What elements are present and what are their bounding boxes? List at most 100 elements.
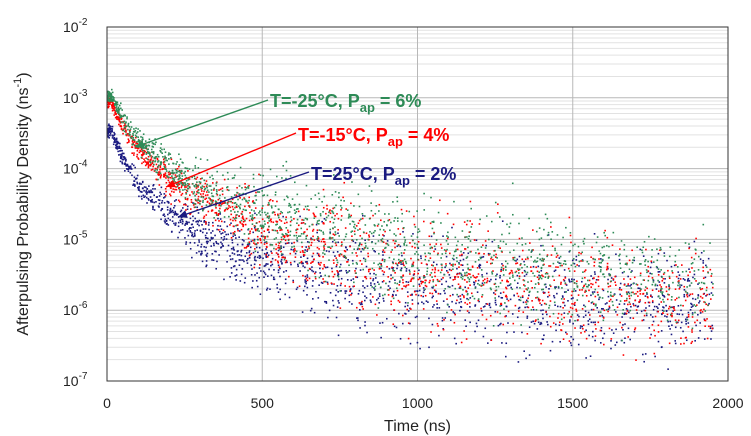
data-point bbox=[247, 242, 250, 245]
data-point bbox=[618, 303, 621, 305]
data-point bbox=[310, 307, 313, 310]
data-point bbox=[293, 234, 296, 237]
data-point bbox=[233, 265, 236, 267]
data-point bbox=[183, 184, 186, 187]
data-point bbox=[557, 266, 559, 268]
data-point bbox=[259, 237, 261, 240]
data-point bbox=[334, 255, 336, 257]
data-point bbox=[160, 151, 162, 153]
data-point bbox=[180, 186, 183, 189]
data-point bbox=[660, 330, 663, 332]
data-point bbox=[585, 290, 587, 293]
data-point bbox=[494, 256, 497, 258]
data-point bbox=[186, 205, 189, 208]
data-point bbox=[274, 191, 277, 194]
data-point bbox=[481, 282, 484, 285]
data-point bbox=[697, 255, 700, 258]
data-point bbox=[707, 304, 710, 306]
data-point bbox=[337, 228, 339, 231]
data-point bbox=[548, 288, 550, 290]
data-point bbox=[639, 290, 641, 292]
data-point bbox=[542, 309, 544, 312]
data-point bbox=[125, 131, 127, 133]
data-point bbox=[127, 122, 130, 125]
data-point bbox=[705, 303, 708, 306]
data-point bbox=[278, 242, 281, 244]
data-point bbox=[607, 285, 610, 288]
data-point bbox=[493, 239, 496, 241]
data-point bbox=[390, 251, 392, 253]
data-point bbox=[573, 278, 575, 281]
data-point bbox=[402, 263, 404, 266]
data-point bbox=[485, 303, 488, 305]
data-point bbox=[139, 140, 141, 142]
data-point bbox=[155, 178, 158, 181]
data-point bbox=[418, 276, 421, 279]
data-point bbox=[373, 224, 376, 226]
data-point bbox=[435, 284, 437, 287]
data-point bbox=[409, 307, 411, 310]
data-point bbox=[654, 283, 657, 286]
data-point bbox=[367, 238, 370, 241]
data-point bbox=[558, 257, 561, 259]
data-point bbox=[417, 294, 420, 297]
data-point bbox=[627, 291, 630, 293]
data-point bbox=[660, 320, 663, 323]
data-point bbox=[519, 299, 522, 302]
data-point bbox=[229, 255, 231, 257]
data-point bbox=[281, 253, 284, 256]
data-point bbox=[490, 256, 493, 259]
data-point bbox=[658, 303, 660, 306]
data-point bbox=[318, 248, 320, 250]
data-point bbox=[189, 229, 192, 232]
data-point bbox=[694, 298, 697, 301]
data-point bbox=[355, 267, 357, 270]
data-point bbox=[258, 254, 261, 257]
data-point bbox=[336, 213, 338, 215]
data-point bbox=[415, 293, 417, 296]
data-point bbox=[677, 319, 680, 322]
data-point bbox=[627, 336, 629, 338]
data-point bbox=[353, 205, 355, 207]
data-point bbox=[712, 294, 714, 296]
data-point bbox=[452, 279, 455, 281]
data-point bbox=[269, 168, 272, 171]
data-point bbox=[132, 130, 135, 133]
data-point bbox=[525, 273, 528, 276]
data-point bbox=[192, 202, 194, 204]
data-point bbox=[585, 337, 588, 340]
data-point bbox=[282, 256, 284, 258]
data-point bbox=[129, 136, 132, 138]
data-point bbox=[381, 258, 384, 261]
data-point bbox=[577, 254, 580, 257]
data-point bbox=[668, 285, 670, 288]
data-point bbox=[244, 277, 247, 279]
data-point bbox=[595, 281, 597, 284]
data-point bbox=[563, 280, 566, 282]
data-point bbox=[361, 303, 363, 306]
data-point bbox=[460, 264, 462, 266]
data-point bbox=[516, 262, 519, 264]
data-point bbox=[336, 270, 338, 272]
data-point bbox=[705, 289, 708, 292]
data-point bbox=[627, 283, 630, 285]
data-point bbox=[455, 342, 457, 345]
data-point bbox=[410, 257, 412, 260]
data-point bbox=[511, 288, 514, 291]
data-point bbox=[420, 280, 422, 283]
data-point bbox=[626, 310, 629, 312]
data-point bbox=[559, 262, 562, 265]
data-point bbox=[140, 183, 143, 185]
data-point bbox=[159, 168, 161, 171]
data-point bbox=[140, 191, 143, 193]
data-point bbox=[155, 171, 158, 174]
data-point bbox=[446, 237, 449, 240]
data-point bbox=[162, 158, 165, 161]
data-point bbox=[629, 303, 631, 305]
data-point bbox=[439, 293, 442, 295]
data-point bbox=[316, 237, 319, 240]
data-point bbox=[710, 292, 713, 294]
data-point bbox=[636, 312, 638, 314]
data-point bbox=[219, 225, 222, 227]
data-point bbox=[259, 210, 261, 213]
